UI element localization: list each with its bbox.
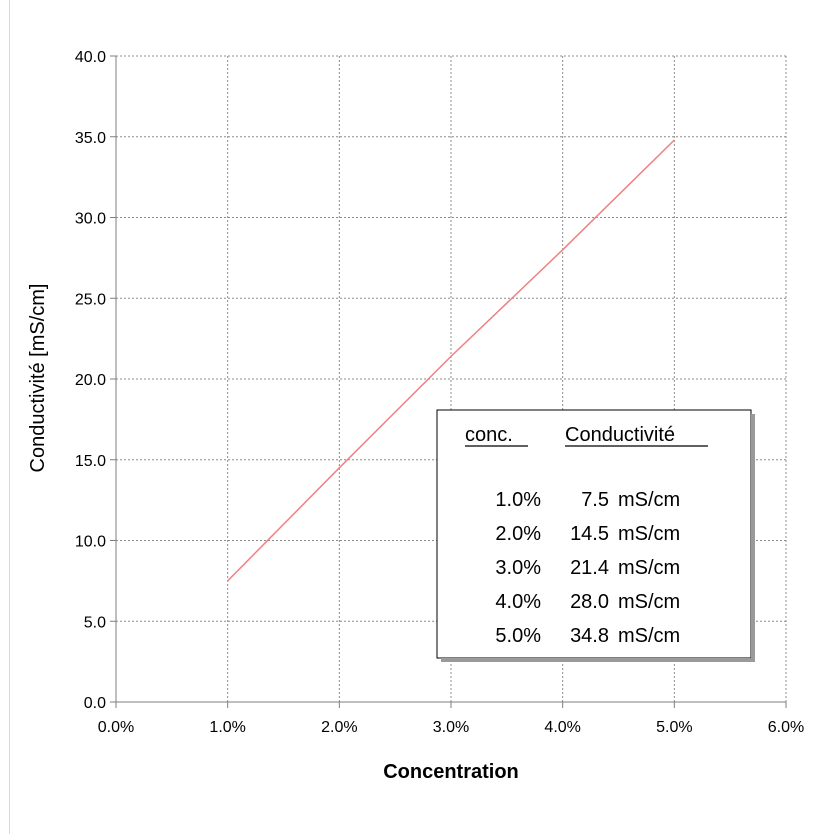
x-tick-label: 6.0% xyxy=(768,719,804,736)
y-tick-label: 5.0 xyxy=(84,614,106,631)
x-tick-label: 5.0% xyxy=(656,719,692,736)
page-left-border xyxy=(9,0,10,834)
y-tick-label: 35.0 xyxy=(75,130,106,147)
table-conc-cell: 1.0% xyxy=(495,489,541,511)
table-value-cell: 14.5 xyxy=(570,523,609,545)
axes xyxy=(110,55,787,708)
x-tick-label: 3.0% xyxy=(433,719,469,736)
table-conc-cell: 5.0% xyxy=(495,625,541,647)
data-table-shadow-right xyxy=(751,414,755,662)
data-table-box: conc. Conductivité 1.0% 7.5 mS/cm 2.0% 14.5 m… xyxy=(436,409,755,662)
table-value-cell: 34.8 xyxy=(570,625,609,647)
table-unit-cell: mS/cm xyxy=(618,523,680,545)
table-header-conc: conc. xyxy=(465,424,513,446)
x-axis-title: Concentration xyxy=(383,761,519,783)
table-conc-cell: 3.0% xyxy=(495,557,541,579)
data-table-frame xyxy=(436,409,752,659)
table-value-cell: 7.5 xyxy=(581,489,609,511)
table-conc-cell: 4.0% xyxy=(495,591,541,613)
table-unit-cell: mS/cm xyxy=(618,489,680,511)
x-tick-label: 2.0% xyxy=(321,719,357,736)
y-tick-label: 10.0 xyxy=(75,534,106,551)
table-unit-cell: mS/cm xyxy=(618,591,680,613)
data-table-shadow-bottom xyxy=(441,658,755,662)
x-tick-label: 1.0% xyxy=(209,719,245,736)
table-unit-cell: mS/cm xyxy=(618,557,680,579)
table-value-cell: 28.0 xyxy=(570,591,609,613)
x-tick-label: 0.0% xyxy=(98,719,134,736)
table-rows: 1.0% 7.5 mS/cm 2.0% 14.5 mS/cm 3.0% 21.4 mS/cm 4.… xyxy=(495,489,680,647)
tick-labels: 0.0% 1.0% 2.0% 3.0% 4.0% 5.0% 6.0% 0.0 5.0 10.0 15… xyxy=(75,49,804,736)
y-axis-title: Conductivité [mS/cm] xyxy=(27,284,49,473)
table-value-cell: 21.4 xyxy=(570,557,609,579)
table-header-conductivity: Conductivité xyxy=(565,424,675,446)
y-tick-label: 0.0 xyxy=(84,695,106,712)
y-tick-label: 25.0 xyxy=(75,291,106,308)
x-tick-label: 4.0% xyxy=(544,719,580,736)
series-lines xyxy=(227,139,675,582)
y-tick-label: 40.0 xyxy=(75,49,106,66)
table-conc-cell: 2.0% xyxy=(495,523,541,545)
y-tick-label: 30.0 xyxy=(75,211,106,228)
y-tick-label: 15.0 xyxy=(75,453,106,470)
series-line xyxy=(227,139,675,582)
y-tick-label: 20.0 xyxy=(75,372,106,389)
table-unit-cell: mS/cm xyxy=(618,625,680,647)
